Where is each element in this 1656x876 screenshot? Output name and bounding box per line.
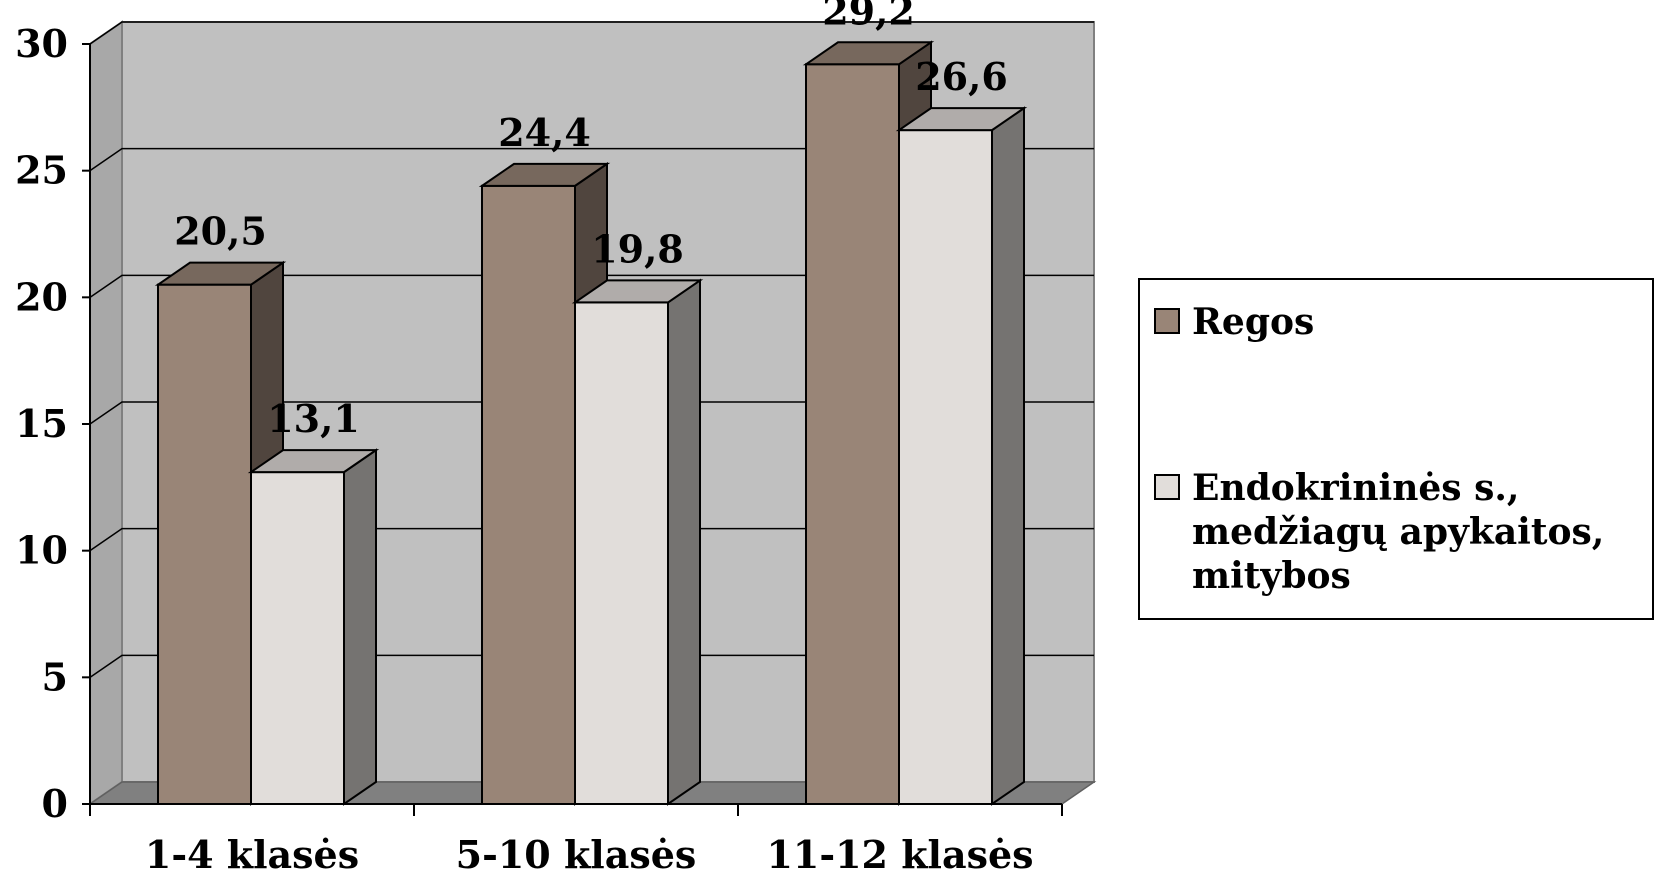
bar	[157, 283, 252, 805]
y-tick-label: 0	[42, 781, 68, 826]
bar-top	[247, 449, 380, 474]
legend-swatch-endokrinines	[1154, 474, 1180, 500]
bar-side	[991, 106, 1025, 806]
bar-top	[895, 107, 1028, 132]
data-label: 20,5	[174, 209, 267, 254]
legend-swatch-regos	[1154, 308, 1180, 334]
gridline	[89, 147, 1094, 172]
gridline	[89, 401, 1094, 425]
x-category-label: 5-10 klasės	[456, 832, 697, 876]
data-label: 26,6	[915, 54, 1008, 99]
gridline	[89, 21, 1094, 45]
y-tick-label: 15	[15, 401, 68, 446]
bar	[481, 184, 576, 806]
bar-top	[478, 162, 611, 187]
bar-top	[154, 261, 287, 286]
legend: Regos Endokrininės s., medžiagų apykaito…	[1138, 278, 1654, 620]
data-label: 19,8	[591, 226, 684, 271]
data-label: 13,1	[267, 396, 360, 441]
data-label: 29,2	[822, 0, 915, 33]
bar	[250, 471, 345, 805]
x-category-label: 1-4 klasės	[145, 832, 359, 876]
y-tick-label: 30	[15, 21, 68, 66]
y-tick-label: 10	[15, 528, 68, 573]
bar-top	[571, 279, 704, 304]
legend-label-endokrinines: Endokrininės s., medžiagų apykaitos, mit…	[1192, 467, 1605, 597]
y-tick-label: 20	[15, 274, 68, 319]
gridline	[89, 527, 1094, 552]
bar	[574, 301, 669, 805]
legend-label-regos: Regos	[1192, 301, 1315, 343]
x-category-label: 11-12 klasės	[766, 832, 1033, 876]
data-label: 24,4	[498, 110, 591, 155]
bar-side	[667, 278, 701, 806]
gridline	[89, 654, 1094, 678]
y-tick-label: 5	[42, 654, 68, 699]
gridline	[89, 274, 1094, 298]
legend-item-regos: Regos	[1154, 300, 1314, 344]
legend-item-endokrinines: Endokrininės s., medžiagų apykaitos, mit…	[1154, 466, 1652, 598]
y-tick-label: 25	[15, 148, 68, 193]
bar-top	[802, 41, 935, 66]
bar	[805, 63, 900, 806]
bar	[898, 129, 993, 805]
bar-side	[343, 448, 377, 806]
